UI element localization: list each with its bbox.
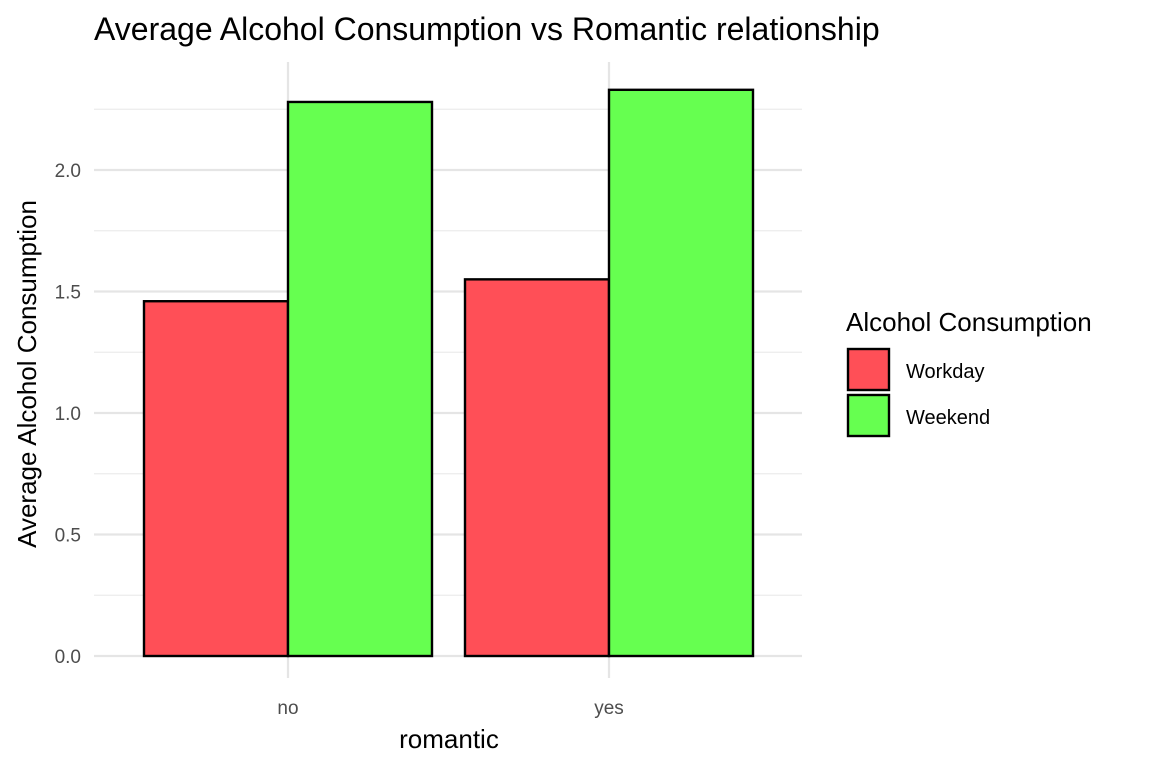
bar-no-workday <box>142 300 290 658</box>
y-tick-label: 1.0 <box>55 404 81 425</box>
legend-label-workday: Workday <box>906 361 985 383</box>
bar-yes-workday <box>463 278 611 658</box>
x-axis-ticks: no yes <box>277 698 623 719</box>
bars <box>142 88 755 658</box>
y-tick-label: 0.5 <box>55 526 81 547</box>
legend-swatch-workday <box>846 347 891 392</box>
x-tick-label: no <box>277 698 298 719</box>
legend: Alcohol Consumption Workday Weekend <box>846 307 1092 438</box>
y-axis-ticks: 0.0 0.5 1.0 1.5 2.0 <box>55 161 81 668</box>
y-tick-label: 2.0 <box>55 161 81 182</box>
legend-swatch-weekend <box>846 393 891 438</box>
x-tick-label: yes <box>594 698 624 719</box>
bar-yes-weekend <box>607 88 755 658</box>
legend-entries: Workday Weekend <box>846 347 990 438</box>
x-axis-label: romantic <box>399 724 499 754</box>
legend-title: Alcohol Consumption <box>846 307 1092 337</box>
bar-no-weekend <box>286 100 434 658</box>
legend-label-weekend: Weekend <box>906 407 990 429</box>
y-tick-label: 0.0 <box>55 647 81 668</box>
y-tick-label: 1.5 <box>55 283 81 304</box>
y-axis-label: Average Alcohol Consumption <box>12 200 42 548</box>
chart-title: Average Alcohol Consumption vs Romantic … <box>94 11 880 47</box>
